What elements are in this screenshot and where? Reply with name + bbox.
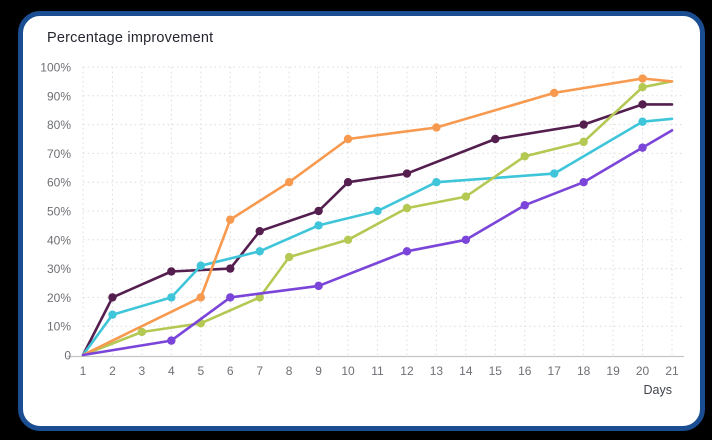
chart-title: Percentage improvement: [47, 30, 214, 46]
data-point-cyan-day11: [373, 206, 382, 216]
x-tick-label-14: 14: [459, 364, 473, 378]
x-axis-label: Days: [644, 383, 672, 397]
data-point-green-day3: [137, 327, 147, 337]
y-tick-label-10: 10%: [47, 320, 71, 334]
x-tick-label-11: 11: [371, 364, 384, 378]
series-line-violet: [81, 129, 674, 357]
x-tick-label-21: 21: [665, 364, 679, 378]
x-tick-label-16: 16: [518, 364, 532, 378]
data-point-green-day20: [638, 82, 647, 92]
x-tick-label-9: 9: [315, 364, 322, 378]
x-tick-label-10: 10: [341, 364, 355, 378]
data-point-violet-day12: [402, 247, 412, 256]
y-tick-label-30: 30%: [47, 262, 71, 276]
data-point-cyan-day17: [550, 169, 559, 178]
data-point-plum-day6: [226, 264, 235, 273]
data-point-violet-day18: [579, 178, 588, 187]
data-point-plum-day4: [167, 267, 176, 276]
data-point-cyan-day20: [638, 117, 647, 126]
data-point-cyan-day7: [255, 247, 264, 256]
data-point-plum-day12: [402, 169, 412, 178]
y-tick-label-40: 40%: [47, 233, 71, 247]
x-tick-label-17: 17: [548, 364, 562, 378]
data-point-green-day8: [284, 252, 294, 262]
x-tick-label-20: 20: [636, 364, 650, 378]
data-point-cyan-day4: [167, 293, 176, 302]
x-tick-label-15: 15: [489, 364, 503, 378]
y-tick-label-60: 60%: [47, 176, 71, 190]
data-point-orange-day6: [226, 215, 235, 224]
y-tick-label-90: 90%: [47, 89, 71, 103]
data-point-green-day16: [520, 152, 529, 161]
data-point-plum-day20: [638, 100, 647, 109]
x-tick-label-7: 7: [256, 364, 263, 378]
data-point-orange-day10: [343, 134, 353, 144]
data-point-orange-day13: [432, 123, 441, 132]
y-tick-label-80: 80%: [47, 118, 71, 132]
y-tick-label-70: 70%: [47, 147, 71, 161]
data-point-green-day10: [343, 235, 353, 244]
data-point-plum-day2: [108, 293, 117, 302]
x-tick-label-6: 6: [227, 364, 234, 378]
data-point-orange-day5: [196, 293, 205, 302]
data-point-violet-day16: [520, 201, 529, 210]
data-point-orange-day8: [284, 178, 294, 187]
x-tick-label-18: 18: [577, 364, 591, 378]
data-point-plum-day15: [491, 134, 500, 144]
line-chart: 100%90%80%70%60%50%40%30%20%10%01 2 3 4 5 6 7 8…: [40, 61, 684, 397]
y-tick-label-50: 50%: [47, 205, 71, 219]
x-tick-label-12: 12: [400, 364, 414, 378]
data-point-green-day12: [402, 203, 412, 213]
y-tick-label-0: 0: [64, 349, 71, 363]
data-point-violet-day14: [461, 235, 471, 244]
data-point-plum-day10: [343, 178, 353, 187]
data-point-plum-day18: [579, 120, 588, 129]
y-tick-label-20: 20%: [47, 291, 71, 305]
data-point-violet-day4: [167, 336, 176, 345]
data-point-cyan-day2: [108, 310, 117, 319]
x-tick-label-2: 2: [109, 364, 116, 378]
x-tick-label-3: 3: [139, 364, 146, 378]
x-tick-label-8: 8: [286, 364, 293, 378]
data-point-orange-day17: [550, 88, 559, 98]
x-tick-label-4: 4: [168, 364, 175, 378]
data-point-green-day14: [461, 192, 471, 201]
y-tick-label-100: 100%: [40, 61, 71, 75]
data-point-violet-day20: [638, 143, 647, 152]
chart-card: Percentage improvement 100% 90% 80% 70% 60% 5…: [18, 11, 705, 431]
x-tick-label-13: 13: [430, 364, 444, 378]
data-point-violet-day6: [226, 293, 235, 302]
series-line-plum: [81, 103, 674, 357]
data-point-cyan-day5: [196, 261, 205, 270]
data-point-green-day18: [579, 137, 588, 147]
data-point-cyan-day9: [314, 221, 323, 230]
data-point-plum-day7: [255, 226, 264, 236]
x-tick-label-1: 1: [80, 364, 87, 378]
x-tick-label-5: 5: [197, 364, 204, 378]
data-point-cyan-day13: [432, 178, 441, 187]
data-point-violet-day9: [314, 281, 323, 291]
x-tick-label-19: 19: [606, 364, 620, 378]
data-point-plum-day9: [314, 206, 323, 216]
data-point-orange-day20: [638, 74, 647, 83]
data-point-green-day7: [255, 293, 264, 302]
